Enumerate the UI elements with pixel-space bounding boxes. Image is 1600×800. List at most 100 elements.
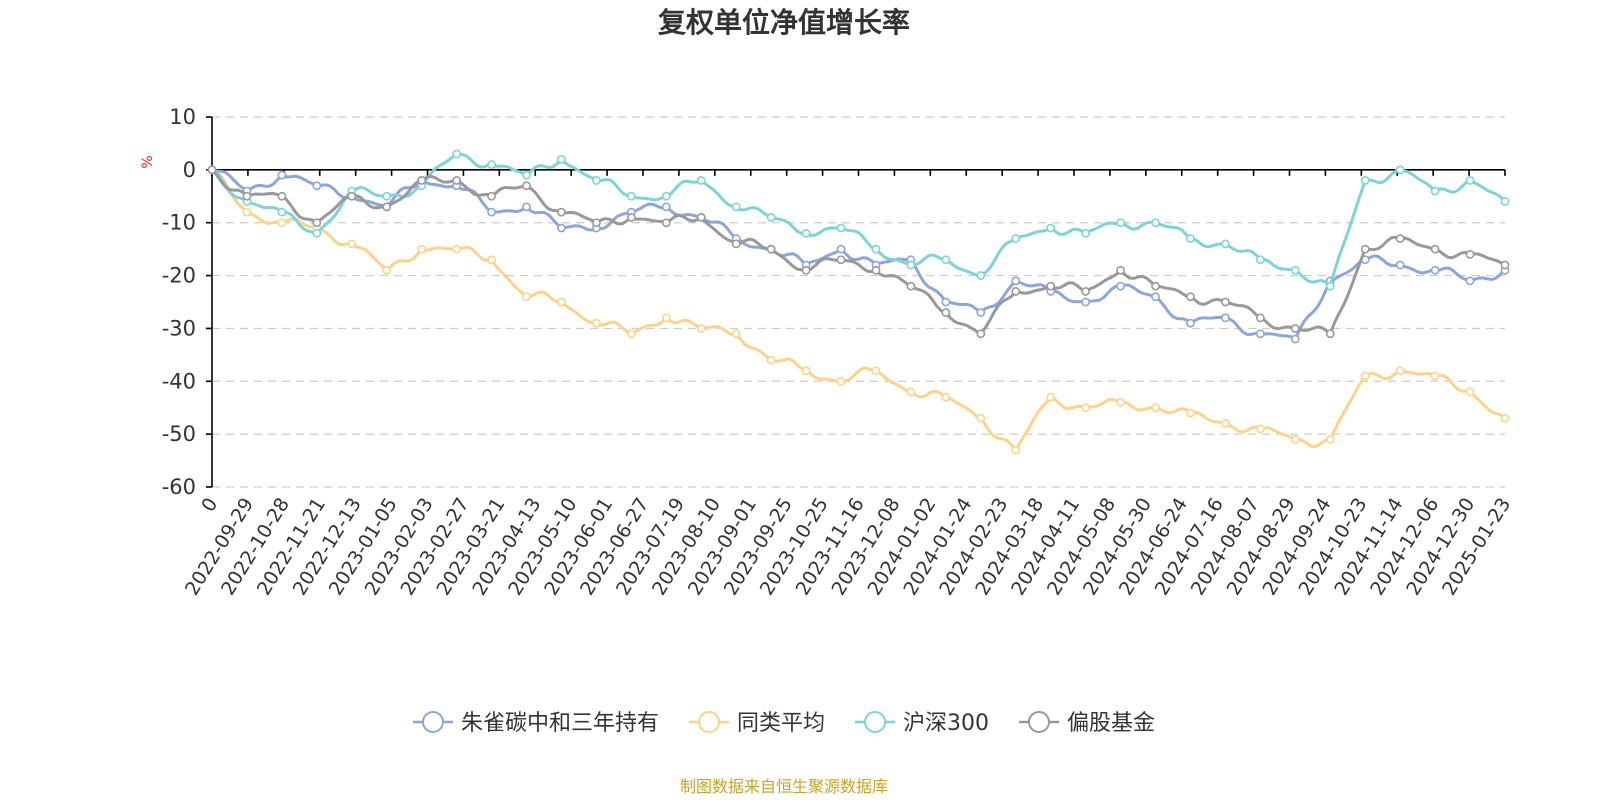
axes — [211, 117, 1506, 487]
data-point — [1046, 223, 1056, 233]
data-point — [592, 318, 601, 328]
y-tick-labels: 10 0 -10 -20 -30 -40 -50 -60 — [162, 105, 212, 499]
data-point — [1046, 281, 1056, 291]
data-point — [941, 308, 951, 317]
data-point — [277, 170, 287, 180]
data-point — [1500, 197, 1510, 206]
data-point — [906, 260, 916, 270]
legend-item[interactable]: 沪深300 — [855, 711, 989, 736]
data-point — [1221, 239, 1230, 249]
series-line — [210, 168, 1507, 452]
data-point — [452, 149, 462, 159]
data-point — [312, 218, 322, 228]
legend-label: 偏股基金 — [1067, 711, 1155, 736]
legend-item[interactable]: 同类平均 — [689, 711, 825, 736]
data-point — [1151, 281, 1160, 291]
data-point — [522, 292, 531, 302]
data-point — [626, 213, 636, 222]
data-point — [1430, 244, 1440, 254]
data-point — [1081, 297, 1091, 307]
data-point — [731, 202, 741, 212]
data-point — [766, 244, 776, 254]
y-tick-label: -60 — [162, 475, 196, 499]
data-point — [626, 329, 636, 339]
data-point — [277, 191, 287, 201]
data-point — [1465, 387, 1475, 397]
data-point — [1465, 276, 1475, 286]
data-point — [592, 176, 601, 185]
data-point — [661, 202, 671, 212]
data-point — [277, 207, 287, 217]
data-point — [731, 239, 741, 249]
data-point — [347, 191, 357, 201]
data-point — [347, 239, 357, 249]
y-tick-label: -20 — [162, 264, 196, 288]
data-point — [1430, 265, 1440, 275]
legend-label: 朱雀碳中和三年持有 — [461, 711, 659, 736]
data-point — [382, 191, 392, 201]
data-point — [906, 281, 916, 291]
data-point — [1116, 281, 1125, 291]
legend-circle-icon — [1027, 711, 1050, 733]
data-point — [1081, 403, 1091, 413]
data-point — [801, 228, 811, 238]
data-point — [522, 181, 531, 191]
data-point — [626, 191, 636, 201]
legend-circle-icon — [698, 711, 721, 733]
data-point — [1290, 435, 1300, 444]
data-point — [1081, 228, 1091, 238]
y-axis-unit: % — [140, 155, 156, 168]
data-point — [836, 255, 846, 265]
series-line — [210, 168, 1507, 336]
legend-item[interactable]: 偏股基金 — [1018, 711, 1155, 736]
data-point — [1325, 281, 1335, 291]
data-point — [417, 244, 427, 254]
data-point — [1255, 255, 1265, 265]
y-tick-label: 10 — [169, 105, 196, 129]
data-point — [1011, 287, 1021, 296]
x-tick-label: 0 — [197, 494, 222, 516]
data-point — [976, 308, 986, 317]
data-point — [382, 265, 392, 275]
data-point — [976, 413, 986, 423]
y-tick-label: -40 — [162, 369, 196, 393]
data-point — [1221, 297, 1230, 307]
data-point — [976, 329, 986, 339]
data-point — [661, 313, 671, 323]
series-line — [210, 168, 1507, 341]
legend-label: 同类平均 — [737, 711, 825, 736]
data-point — [1116, 218, 1125, 228]
data-point — [1360, 244, 1370, 254]
data-point — [207, 165, 217, 175]
data-point — [731, 329, 741, 339]
legend[interactable]: 朱雀碳中和三年持有 同类平均 沪深300 偏股基金 — [413, 711, 1155, 736]
data-point — [487, 160, 496, 169]
data-point — [1186, 408, 1195, 418]
legend-circle-icon — [422, 711, 445, 733]
data-point — [242, 191, 252, 201]
data-point — [417, 176, 427, 185]
data-point — [661, 218, 671, 228]
data-point — [487, 207, 496, 217]
data-point — [1255, 424, 1265, 434]
data-point — [382, 202, 392, 212]
data-point — [1046, 392, 1056, 402]
data-point — [487, 255, 496, 265]
grid-lines — [212, 116, 1505, 488]
legend-item[interactable]: 朱雀碳中和三年持有 — [413, 711, 659, 736]
data-point — [1151, 218, 1160, 228]
data-point — [1360, 176, 1370, 185]
data-point — [1465, 176, 1475, 185]
data-point — [696, 213, 706, 222]
data-point — [801, 366, 811, 376]
data-point — [1500, 413, 1510, 423]
data-point — [766, 355, 776, 365]
data-point — [1186, 234, 1195, 243]
data-point — [1500, 260, 1510, 270]
data-point — [871, 244, 881, 254]
data-point — [1151, 292, 1160, 302]
data-point — [277, 218, 287, 228]
data-point — [1221, 419, 1230, 428]
data-point — [1151, 403, 1160, 413]
